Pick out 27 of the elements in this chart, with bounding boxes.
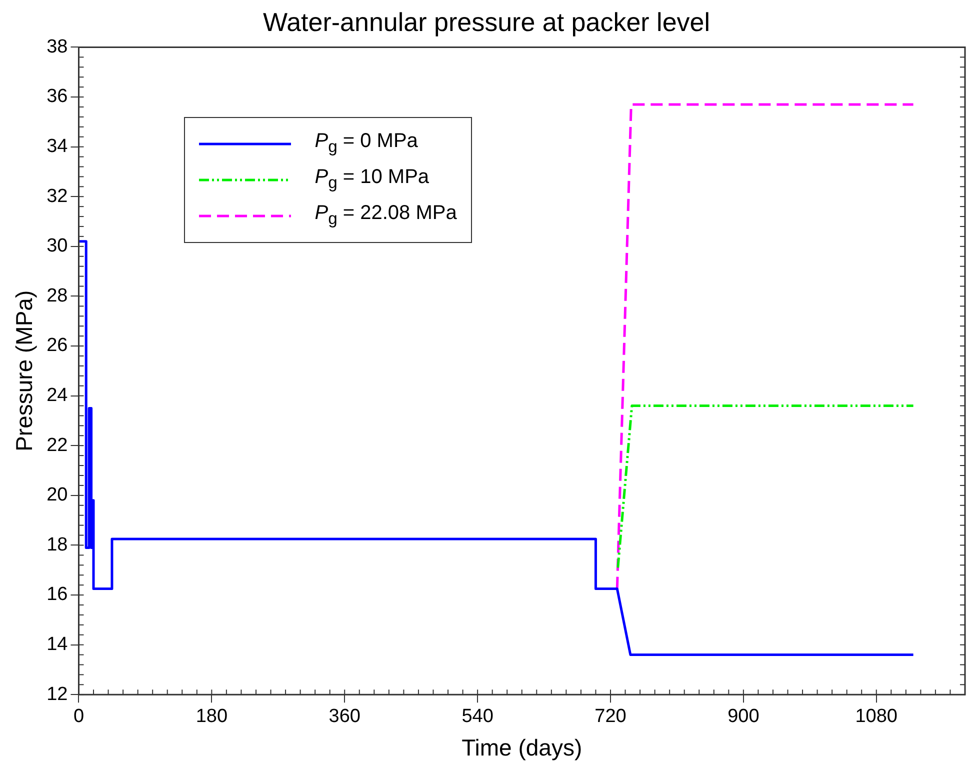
y-tick-label: 22 [46,434,68,456]
legend-label: P$_{g}$ = 10 MPa [314,165,430,194]
y-tick-label: 34 [46,136,68,158]
x-tick-label: 540 [462,706,494,728]
y-axis-title: Pressure (MPa) [11,290,38,452]
y-tick-label: 14 [46,634,68,656]
y-tick-label: 20 [46,484,68,506]
y-tick-label: 30 [46,236,68,257]
y-tick-label: 38 [46,36,68,58]
x-tick-label: 0 [73,706,84,728]
x-tick-label: 900 [728,706,760,728]
legend-label: P$_{g}$ = 22.08 MPa [314,201,457,230]
x-tick-label: 720 [594,706,626,728]
y-tick-label: 18 [46,534,68,556]
y-tick-label: 16 [46,584,68,606]
y-tick-label: 32 [46,186,68,207]
x-axis-title: Time (days) [462,734,582,761]
legend-label: P$_{g}$ = 0 MPa [314,129,418,158]
y-tick-label: 36 [46,86,68,108]
x-tick-label: 1080 [855,706,898,728]
x-tick-label: 180 [196,706,228,728]
y-tick-label: 28 [46,285,68,306]
x-tick-label: 360 [328,706,360,728]
y-tick-label: 26 [46,335,68,356]
y-tick-label: 24 [46,385,68,406]
y-tick-label: 12 [46,684,68,705]
chart-title: Water-annular pressure at packer level [262,6,710,37]
